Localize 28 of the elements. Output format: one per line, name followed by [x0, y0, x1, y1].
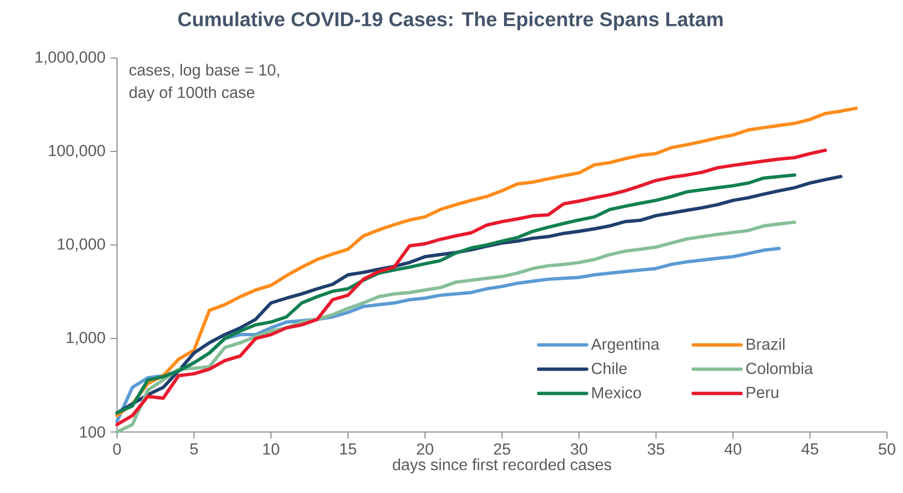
annotation: cases, log base = 10,: [129, 64, 280, 79]
y-tick-label: 10,000: [58, 238, 105, 252]
x-axis-title: days since first recorded cases: [392, 458, 612, 474]
y-tick-label: 1,000: [66, 332, 105, 346]
legend-label: Brazil: [746, 338, 784, 350]
x-tick-label: 20: [416, 443, 434, 455]
x-tick-label: 35: [648, 443, 664, 455]
legend-label: Chile: [592, 362, 627, 374]
legend-label: Peru: [746, 386, 778, 398]
x-tick-label: 50: [878, 443, 896, 455]
y-tick-label: 100: [80, 426, 105, 438]
x-tick-label: 10: [263, 443, 280, 455]
x-tick-label: 25: [494, 443, 510, 455]
line-series: [115, 106, 858, 418]
chart-title: Cumulative COVID-19 Cases: The Epicentre Spans Latam: [178, 12, 723, 30]
legend-label: Argentina: [591, 338, 660, 354]
x-tick-label: 15: [340, 443, 356, 455]
y-tick-label: 1,000,000: [36, 51, 105, 65]
legend-label: Colombia: [746, 362, 814, 374]
annotation: day of 100th case: [129, 86, 254, 102]
x-tick-label: 0: [113, 443, 121, 455]
line-series: [115, 148, 828, 426]
x-tick-label: 30: [570, 443, 588, 455]
x-tick-label: 45: [801, 443, 818, 455]
x-tick-label: 40: [724, 443, 742, 455]
y-tick-label: 100,000: [49, 144, 105, 158]
legend-label: Mexico: [592, 386, 641, 398]
x-tick-label: 5: [190, 443, 198, 455]
